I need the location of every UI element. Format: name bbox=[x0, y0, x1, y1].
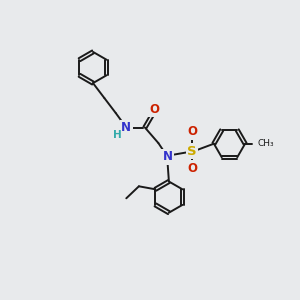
Text: O: O bbox=[187, 162, 197, 175]
Text: H: H bbox=[113, 130, 122, 140]
Text: O: O bbox=[187, 125, 197, 139]
Text: N: N bbox=[121, 121, 131, 134]
Text: S: S bbox=[187, 145, 197, 158]
Text: N: N bbox=[162, 150, 172, 163]
Text: O: O bbox=[149, 103, 159, 116]
Text: CH₃: CH₃ bbox=[258, 139, 274, 148]
